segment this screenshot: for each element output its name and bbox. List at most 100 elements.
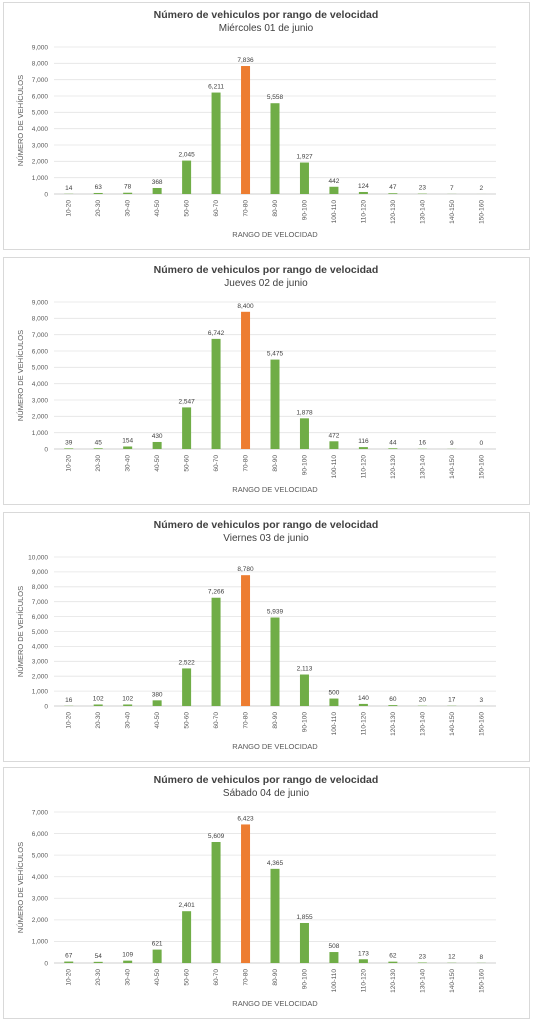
data-label: 0	[479, 440, 483, 447]
x-tick-label: 50-60	[184, 200, 191, 217]
data-label: 78	[124, 184, 132, 191]
bar	[241, 824, 251, 963]
x-tick-label: 100-110	[331, 969, 338, 993]
x-tick-label: 10-20	[66, 712, 73, 729]
bar	[182, 668, 192, 706]
y-tick-label: 7,000	[32, 809, 49, 816]
y-tick-label: 4,000	[32, 126, 49, 133]
x-tick-label: 100-110	[331, 712, 338, 736]
x-tick-label: 90-100	[301, 969, 308, 990]
x-tick-label: 120-130	[390, 200, 397, 224]
data-label: 2,522	[178, 659, 195, 666]
bar	[152, 441, 162, 449]
bar	[388, 193, 398, 194]
data-label: 1,878	[296, 409, 313, 416]
chart-panel-miercoles: Número de vehiculos por rango de velocid…	[3, 2, 530, 250]
y-tick-label: 2,000	[32, 674, 49, 681]
data-label: 6,211	[208, 84, 224, 91]
bar	[241, 311, 251, 449]
bar	[152, 187, 162, 194]
y-tick-label: 0	[44, 703, 48, 710]
data-label: 154	[122, 437, 133, 444]
x-tick-label: 130-140	[419, 712, 426, 736]
data-label: 39	[65, 439, 73, 446]
bar	[299, 674, 309, 706]
x-axis-label: RANGO DE VELOCIDAD	[232, 999, 318, 1008]
data-label: 6,423	[237, 815, 254, 822]
bar	[211, 842, 221, 963]
x-tick-label: 110-120	[360, 200, 367, 224]
y-tick-label: 7,000	[32, 599, 49, 606]
chart-subtitle: Miércoles 01 de junio	[219, 23, 314, 34]
x-tick-label: 110-120	[360, 712, 367, 736]
x-tick-label: 90-100	[301, 200, 308, 221]
data-label: 16	[419, 440, 427, 447]
x-axis-label: RANGO DE VELOCIDAD	[232, 485, 318, 494]
data-label: 5,939	[267, 609, 284, 616]
y-axis-label: NÚMERO DE VEHÍCULOS	[16, 586, 25, 677]
data-label: 12	[448, 954, 456, 961]
x-axis-label: RANGO DE VELOCIDAD	[232, 742, 318, 751]
bar	[182, 160, 192, 194]
x-axis-label: RANGO DE VELOCIDAD	[232, 230, 318, 239]
data-label: 16	[65, 697, 73, 704]
data-label: 44	[389, 439, 397, 446]
x-tick-label: 90-100	[301, 712, 308, 733]
data-label: 442	[329, 178, 340, 185]
y-axis-label: NÚMERO DE VEHÍCULOS	[16, 330, 25, 421]
chart-title: Número de vehiculos por rango de velocid…	[154, 519, 379, 531]
x-tick-label: 70-80	[243, 455, 250, 472]
x-tick-label: 150-160	[478, 969, 485, 993]
bar	[241, 66, 251, 194]
x-tick-label: 70-80	[243, 712, 250, 729]
data-label: 2,045	[178, 152, 195, 159]
y-tick-label: 2,000	[32, 414, 49, 421]
chart-title: Número de vehiculos por rango de velocid…	[154, 264, 379, 276]
bar	[241, 575, 251, 706]
data-label: 8,400	[237, 303, 254, 310]
x-tick-label: 80-90	[272, 455, 279, 472]
data-label: 472	[329, 432, 340, 439]
bar	[329, 186, 339, 194]
chart-subtitle: Viernes 03 de junio	[223, 533, 309, 544]
data-label: 102	[122, 695, 133, 702]
x-tick-label: 30-40	[125, 455, 132, 472]
y-tick-label: 6,000	[32, 93, 49, 100]
bar	[388, 705, 398, 706]
y-tick-label: 5,000	[32, 110, 49, 117]
x-tick-label: 10-20	[66, 455, 73, 472]
bar	[93, 961, 103, 963]
bar	[93, 448, 103, 449]
chart-panel-viernes: Número de vehiculos por rango de velocid…	[3, 512, 530, 762]
data-label: 8,780	[237, 566, 254, 573]
y-tick-label: 3,000	[32, 142, 49, 149]
x-tick-label: 110-120	[360, 969, 367, 993]
x-tick-label: 120-130	[390, 455, 397, 479]
y-tick-label: 7,000	[32, 332, 49, 339]
bar	[93, 704, 103, 706]
y-tick-label: 2,000	[32, 917, 49, 924]
data-label: 5,609	[208, 833, 225, 840]
x-tick-label: 20-30	[95, 455, 102, 472]
y-tick-label: 1,000	[32, 688, 49, 695]
bar	[182, 407, 192, 449]
bar	[64, 961, 74, 963]
x-tick-label: 110-120	[360, 455, 367, 479]
chart-panel-sabado: Número de vehiculos por rango de velocid…	[3, 767, 530, 1019]
data-label: 173	[358, 950, 369, 957]
y-tick-label: 6,000	[32, 614, 49, 621]
data-label: 9	[450, 440, 454, 447]
y-tick-label: 8,000	[32, 584, 49, 591]
bar	[299, 922, 309, 963]
y-tick-label: 3,000	[32, 397, 49, 404]
x-tick-label: 80-90	[272, 969, 279, 986]
y-axis-label: NÚMERO DE VEHÍCULOS	[16, 75, 25, 166]
data-label: 1,855	[296, 914, 313, 921]
x-tick-label: 30-40	[125, 969, 132, 986]
data-label: 2	[479, 185, 483, 192]
data-label: 621	[152, 941, 163, 948]
x-tick-label: 70-80	[243, 969, 250, 986]
x-tick-label: 40-50	[154, 712, 161, 729]
chart-subtitle: Sábado 04 de junio	[223, 788, 310, 799]
bar	[211, 92, 221, 194]
